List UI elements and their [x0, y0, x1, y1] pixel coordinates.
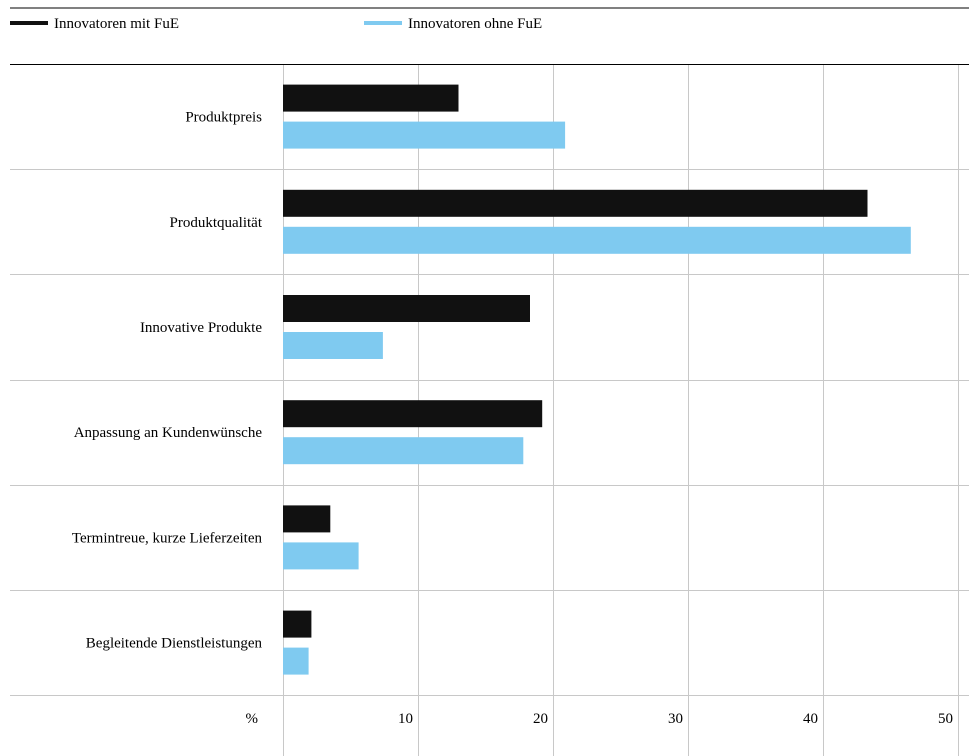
category-label-termintreue-kurze-lieferzeiten: Termintreue, kurze Lieferzeiten — [72, 530, 263, 546]
category-label-anpassung-an-kundenwünsche: Anpassung an Kundenwünsche — [74, 425, 263, 441]
legend-label-ohne-fue: Innovatoren ohne FuE — [408, 16, 543, 32]
category-label-produktqualität: Produktqualität — [170, 215, 263, 231]
bar-produktqualität-series-1 — [283, 189, 868, 217]
x-tick-label-20: 20 — [533, 711, 548, 727]
x-tick-label-10: 10 — [398, 711, 413, 727]
legend-item-innovatoren-ohne-fue: Innovatoren ohne FuE — [364, 14, 542, 34]
bar-begleitende-dienstleistungen-series-2 — [283, 647, 309, 675]
x-tick-label-30: 30 — [668, 711, 683, 727]
bar-produktqualität-series-2 — [283, 226, 911, 254]
x-tick-label-40: 40 — [803, 711, 818, 727]
legend-swatch-mit-fue — [10, 21, 48, 26]
category-label-begleitende-dienstleistungen: Begleitende Dienstleistungen — [86, 636, 263, 652]
category-label-innovative-produkte: Innovative Produkte — [140, 320, 262, 336]
legend: Innovatoren mit FuE Innovatoren ohne FuE — [0, 0, 969, 60]
bar-produktpreis-series-2 — [283, 121, 566, 149]
legend-item-innovatoren-mit-fue: Innovatoren mit FuE — [10, 14, 179, 34]
category-label-produktpreis: Produktpreis — [185, 110, 262, 126]
bar-anpassung-an-kundenwünsche-series-1 — [283, 400, 543, 428]
bar-termintreue-kurze-lieferzeiten-series-2 — [283, 542, 359, 570]
bar-innovative-produkte-series-2 — [283, 332, 383, 359]
legend-label-mit-fue: Innovatoren mit FuE — [54, 16, 179, 32]
bar-anpassung-an-kundenwünsche-series-2 — [283, 437, 524, 465]
bar-innovative-produkte-series-1 — [283, 295, 530, 322]
legend-swatch-ohne-fue — [364, 21, 402, 26]
bar-produktpreis-series-1 — [283, 84, 459, 112]
bar-termintreue-kurze-lieferzeiten-series-1 — [283, 505, 331, 533]
x-tick-label-50: 50 — [938, 711, 953, 727]
bar-begleitende-dienstleistungen-series-1 — [283, 610, 312, 638]
x-axis-unit-label: % — [246, 711, 259, 727]
